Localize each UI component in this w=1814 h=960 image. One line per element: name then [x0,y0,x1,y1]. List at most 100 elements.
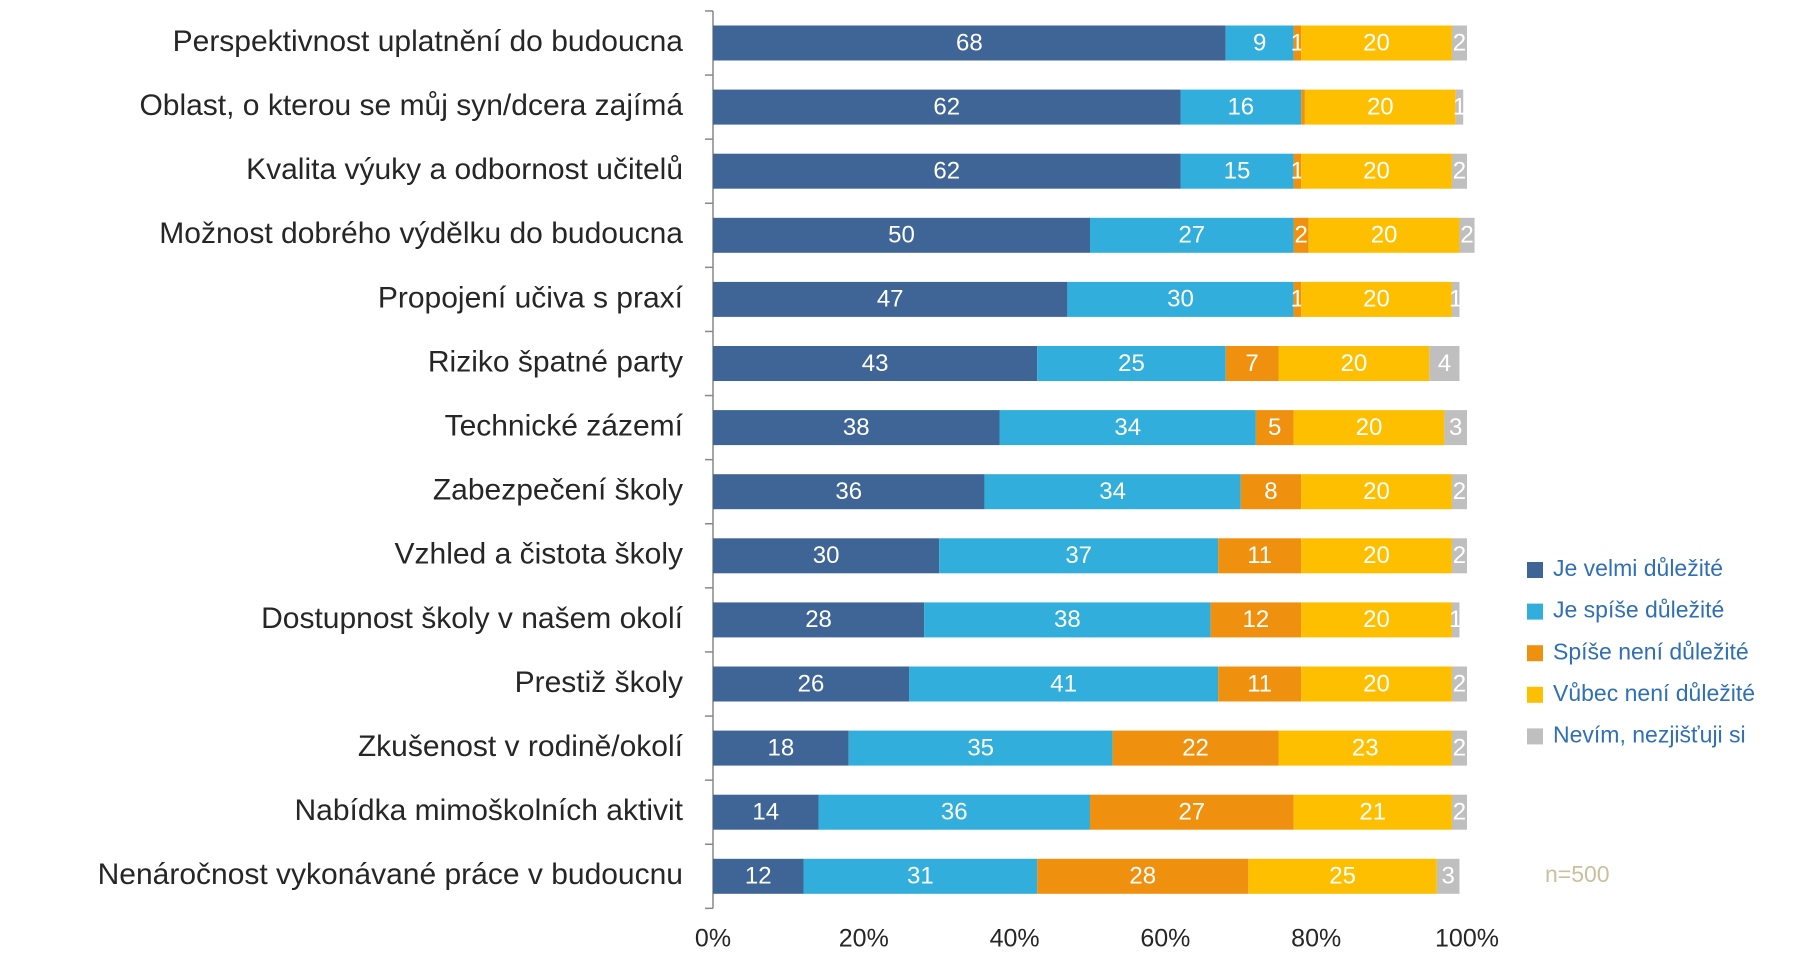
data-label: 47 [877,286,904,313]
data-label: 20 [1363,29,1390,56]
category-label: Prestiž školy [515,666,683,699]
bar-segment [1037,346,1226,381]
category-label: Nenáročnost vykonávané práce v budoucnu [98,858,683,891]
bar-segment [1255,410,1294,446]
data-label: 14 [752,799,779,826]
bar-segment [713,410,1000,446]
bar-segment [713,666,910,702]
data-label: 3 [1449,414,1462,441]
data-label: 7 [1245,350,1258,377]
category-label: Riziko špatné party [428,345,683,378]
bar-segment [713,89,1181,125]
bar-segment [1293,25,1302,61]
bar-segment [713,153,1181,189]
bar-segment [713,474,985,510]
data-label: 2 [1453,799,1466,826]
category-label: Zkušenost v rodině/okolí [358,730,684,763]
category-label: Možnost dobrého výdělku do budoucna [159,217,683,250]
data-label: 38 [843,414,870,441]
bar-segment [713,858,804,894]
bar-segment [1451,474,1467,510]
data-label: 20 [1363,606,1390,633]
legend-swatch [1527,728,1543,745]
data-label: 20 [1356,414,1383,441]
data-label: 26 [798,670,825,697]
bar-segment [1225,25,1294,61]
bar-segment [713,538,940,574]
data-label: 20 [1341,350,1368,377]
data-label: 20 [1371,222,1398,249]
data-label: 2 [1453,542,1466,569]
bar-segment [818,794,1090,830]
data-label: 5 [1268,414,1281,441]
data-label: 1 [1291,29,1304,56]
bar-segment [1451,25,1467,61]
data-label: 20 [1363,158,1390,185]
category-label: Propojení učiva s praxí [378,281,684,314]
bar-segment [1459,217,1475,253]
bar-segment [1090,794,1294,830]
legend-swatch [1527,562,1543,578]
data-label: 20 [1363,478,1390,505]
data-label: 2 [1453,734,1466,761]
bar-segment [1301,25,1452,61]
bar-segment [1067,281,1294,317]
data-label: 50 [888,222,915,249]
data-label: 1 [1291,286,1304,313]
data-label: 18 [768,734,795,761]
data-label: 20 [1363,542,1390,569]
data-label: 27 [1178,799,1205,826]
data-label: 34 [1099,478,1126,505]
x-tick-label: 80% [1291,925,1341,953]
bar-segment [713,602,925,638]
data-label: 16 [1227,93,1254,120]
data-label: 11 [1247,542,1272,569]
bar-segment [713,217,1090,253]
bar-segment [1293,410,1445,446]
bar-segment [1210,602,1302,638]
data-label: 21 [1359,799,1386,826]
bar-segment [1444,410,1467,446]
data-label: 12 [745,863,772,890]
bar-segment [1293,794,1452,830]
x-tick-label: 60% [1140,925,1190,953]
data-label: 2 [1453,670,1466,697]
bar-segment [803,858,1038,894]
data-label: 27 [1178,222,1205,249]
category-label: Technické zázemí [445,410,684,443]
data-label: 1 [1291,158,1304,185]
bar-segment [1451,730,1467,766]
category-label: Nabídka mimoškolních aktivit [295,794,684,827]
category-label: Oblast, o kterou se můj syn/dcera zajímá [139,89,683,122]
bar-segment [1301,666,1452,702]
category-label: Zabezpečení školy [433,474,683,507]
bar-segment [1225,346,1279,381]
bar-segment [1451,666,1467,702]
x-tick-label: 40% [990,925,1040,953]
bar-segment [939,538,1219,574]
legend-swatch [1527,603,1543,620]
bar-segment [909,666,1219,702]
data-label: 3 [1441,863,1454,890]
bar-segment [1304,89,1456,125]
bar-segment [1301,602,1452,638]
data-label: 36 [941,799,968,826]
data-label: 37 [1065,542,1092,569]
bar-segment [1240,474,1302,510]
data-label: 20 [1367,93,1394,120]
x-tick-label: 100% [1435,925,1499,953]
data-label: 23 [1352,734,1379,761]
legend-label: Spíše není důležité [1553,638,1749,664]
category-label: Dostupnost školy v našem okolí [261,602,684,635]
data-label: 1 [1453,93,1466,120]
data-label: 38 [1054,606,1081,633]
bar-segment [1180,153,1294,189]
bar-segment [713,25,1226,61]
legend-label: Je spíše důležité [1553,597,1724,623]
data-label: 2 [1294,222,1307,249]
data-label: 9 [1253,29,1266,56]
category-label: Vzhled a čistota školy [395,538,683,571]
bar-segment [1112,730,1279,766]
bar-segment [1301,89,1305,125]
data-label: 1 [1449,286,1462,313]
